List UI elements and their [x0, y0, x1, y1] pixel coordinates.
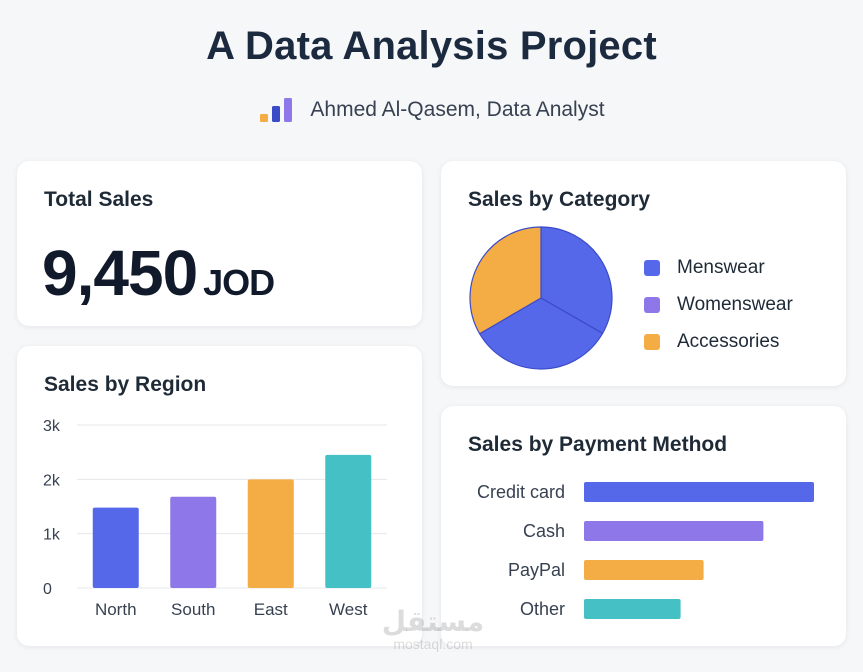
payment-bar	[584, 521, 764, 541]
region-xtick-label: East	[254, 600, 288, 619]
category-legend-label: Accessories	[677, 330, 780, 352]
payment-category-label: Cash	[523, 521, 565, 541]
category-legend-item: Womenswear	[644, 286, 793, 323]
category-legend-swatch	[644, 333, 660, 350]
total-sales-unit: JOD	[203, 262, 275, 303]
region-ytick-label: 3k	[43, 418, 61, 435]
payment-bar	[584, 599, 681, 619]
region-ytick-label: 2k	[43, 472, 61, 489]
payment-chart-card: Sales by Payment Method Credit card Cash P…	[441, 406, 846, 646]
total-sales-value-row: 9,450 JOD	[42, 236, 275, 310]
region-bar	[92, 507, 139, 588]
category-pie-slice	[540, 226, 613, 335]
total-sales-value: 9,450	[42, 237, 198, 309]
payment-bar	[584, 560, 704, 580]
region-xtick-label: North	[95, 600, 137, 619]
category-legend-item: Accessories	[644, 323, 793, 360]
page-subtitle: Ahmed Al-Qasem, Data Analyst	[0, 96, 863, 124]
region-ytick-label: 0	[43, 581, 52, 598]
category-legend-label: Menswear	[677, 256, 765, 278]
region-bar	[325, 454, 372, 588]
category-pie-chart	[469, 226, 613, 370]
category-legend-item: Menswear	[644, 249, 793, 286]
payment-bar	[584, 482, 814, 502]
bar-chart-icon	[260, 98, 293, 122]
payment-chart-title: Sales by Payment Method	[468, 433, 728, 456]
page-title: A Data Analysis Project	[206, 24, 657, 68]
payment-category-label: Other	[520, 599, 565, 619]
region-chart-title: Sales by Region	[44, 373, 207, 396]
region-xtick-label: West	[329, 600, 368, 619]
region-xtick-label: South	[171, 600, 215, 619]
category-legend-swatch	[644, 259, 660, 276]
total-sales-card: Total Sales 9,450 JOD	[17, 161, 422, 326]
region-chart-card: Sales by Region 0 1k 2k 3k North South East Wes…	[17, 346, 422, 646]
total-sales-title: Total Sales	[44, 188, 154, 211]
region-bar	[247, 479, 294, 588]
watermark-sub: mostaql.com	[393, 636, 473, 652]
payment-category-label: Credit card	[477, 482, 565, 502]
watermark-main: مستقل	[381, 606, 485, 637]
payment-bar-chart: Credit card Cash PayPal Other	[477, 482, 814, 619]
category-chart-title: Sales by Category	[468, 188, 651, 211]
category-legend: Menswear Womenswear Accessories	[644, 249, 793, 360]
category-pie-slice	[469, 226, 542, 335]
category-pie-slice	[478, 297, 604, 370]
category-chart-card: Sales by Category Menswear Womenswear Acce…	[441, 161, 846, 386]
category-legend-label: Womenswear	[677, 293, 793, 315]
region-bar-chart: 0 1k 2k 3k North South East West	[43, 418, 387, 619]
category-legend-swatch	[644, 296, 660, 313]
author-label: Ahmed Al-Qasem, Data Analyst	[310, 98, 605, 121]
region-bar	[170, 496, 217, 588]
region-ytick-label: 1k	[43, 527, 61, 544]
watermark: مستقل mostaql.com	[378, 606, 488, 653]
payment-category-label: PayPal	[508, 560, 565, 580]
